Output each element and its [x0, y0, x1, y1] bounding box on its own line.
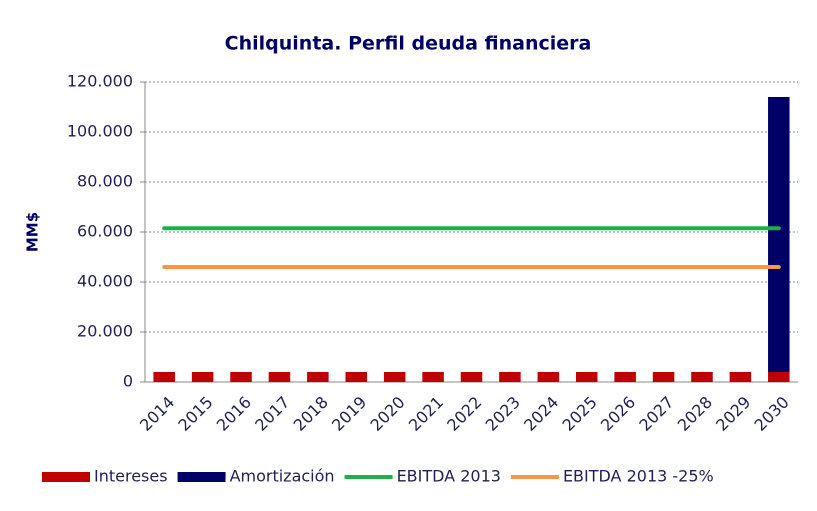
- y-tick-label: 100.000: [67, 122, 133, 141]
- x-tick-label: 2029: [712, 393, 754, 435]
- x-tick-label: 2014: [136, 393, 178, 435]
- bar: [191, 372, 214, 382]
- y-tick-label: 40.000: [77, 272, 133, 291]
- legend-swatch: [177, 472, 226, 482]
- y-tick-label: 0: [123, 372, 133, 391]
- x-tick-label: 2028: [674, 393, 716, 435]
- x-tick-label: 2015: [174, 393, 216, 435]
- x-tick-label: 2022: [443, 393, 485, 435]
- y-tick-label: 80.000: [77, 172, 133, 191]
- x-tick-label: 2019: [328, 393, 370, 435]
- bar: [153, 372, 175, 382]
- x-tick-label: 2018: [290, 393, 332, 435]
- bar: [230, 372, 252, 382]
- x-tick-label: 2026: [597, 393, 639, 435]
- legend-swatch: [42, 472, 90, 482]
- y-axis-title: MM$: [24, 212, 42, 252]
- bar: [499, 372, 521, 382]
- y-tick-label: 120.000: [67, 72, 133, 91]
- x-tick-label: 2021: [405, 393, 447, 435]
- bar: [268, 372, 291, 382]
- x-tick-label: 2016: [213, 393, 255, 435]
- bar: [768, 97, 790, 372]
- x-tick-label: 2025: [559, 393, 601, 435]
- bar: [691, 372, 713, 382]
- bar: [652, 372, 675, 382]
- x-tick-label: 2017: [251, 393, 293, 435]
- bar: [614, 372, 636, 382]
- bar: [345, 372, 368, 382]
- x-tick-label: 2023: [482, 393, 524, 435]
- x-tick-label: 2027: [635, 393, 677, 435]
- bar: [768, 372, 790, 382]
- chart-title: Chilquinta. Perfil deuda financiera: [225, 33, 592, 55]
- legend-label: Amortización: [230, 467, 335, 486]
- bar: [460, 372, 483, 382]
- x-tick-label: 2030: [751, 393, 793, 435]
- bar: [729, 372, 752, 382]
- x-tick-label: 2020: [366, 393, 408, 435]
- x-tick-label: 2024: [520, 393, 562, 435]
- legend-label: EBITDA 2013 -25%: [563, 467, 714, 486]
- legend-label: EBITDA 2013: [397, 467, 501, 486]
- bar: [422, 372, 444, 382]
- bar: [575, 372, 598, 382]
- y-tick-label: 20.000: [77, 322, 133, 341]
- bar: [537, 372, 560, 382]
- bar: [383, 372, 406, 382]
- legend-label: Intereses: [94, 467, 168, 486]
- bar: [307, 372, 329, 382]
- y-tick-label: 60.000: [77, 222, 133, 241]
